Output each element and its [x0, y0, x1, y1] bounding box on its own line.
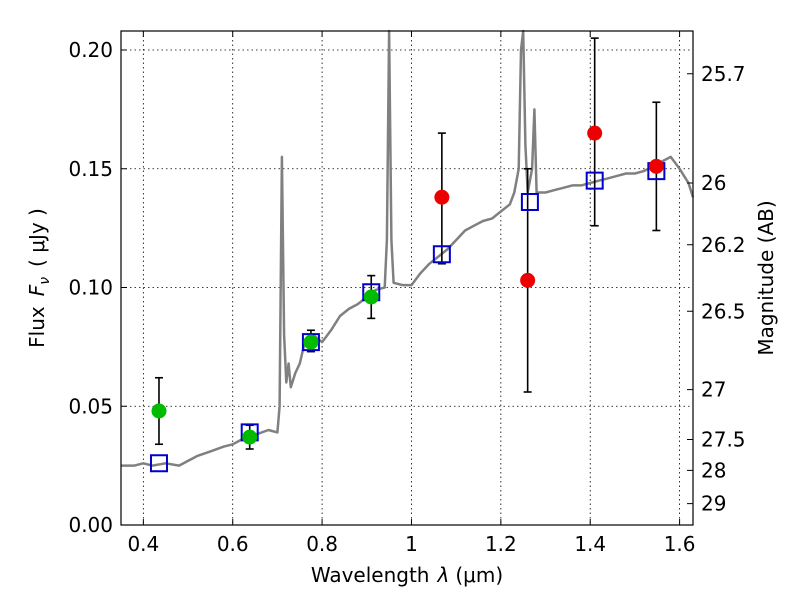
y2-tick-label: 29 [701, 492, 726, 516]
y2-tick-label: 27.5 [701, 428, 746, 452]
y2-axis-label: Magnitude (AB) [754, 200, 778, 355]
x-tick-label: 1.2 [485, 532, 517, 556]
y-tick-label: 0.10 [68, 276, 113, 300]
x-tick-label: 1.4 [574, 532, 606, 556]
model-spectrum-line [121, 29, 695, 467]
x-axis-label: Wavelength λ (μm) [311, 563, 503, 587]
data-points-layer [149, 37, 666, 473]
red-data-point [648, 158, 664, 174]
green-data-point [363, 289, 379, 305]
y-tick-label: 0.05 [68, 394, 113, 418]
red-data-point [587, 125, 603, 141]
green-data-point [303, 334, 319, 350]
x-tick-label: 0.4 [127, 532, 159, 556]
plot-frame [120, 30, 694, 526]
x-tick-label: 0.6 [217, 532, 249, 556]
model-point-square [432, 245, 451, 264]
axis-ticks: 0.4 0.6 0.8 1 1.2 1.4 1.6 0.00 0.05 0.10 0.15 0.20 2… [68, 31, 746, 556]
green-data-point [242, 429, 258, 445]
red-data-point [434, 189, 450, 205]
model-point-square [149, 454, 168, 473]
y2-tick-label: 25.7 [701, 62, 746, 86]
y2-tick-label: 27 [701, 378, 726, 402]
y2-tick-label: 28 [701, 458, 726, 482]
x-tick-label: 1 [405, 532, 418, 556]
y-tick-label: 0.00 [68, 513, 113, 537]
y-axis-label: FluxFν( μJy ) [25, 208, 53, 348]
y2-tick-label: 26.2 [701, 233, 746, 257]
red-data-point [520, 272, 536, 288]
model-point-square [301, 333, 320, 352]
x-tick-label: 0.8 [306, 532, 338, 556]
y2-tick-label: 26 [701, 171, 726, 195]
y2-tick-label: 26.5 [701, 299, 746, 323]
y-tick-label: 0.15 [68, 157, 113, 181]
y-tick-label: 0.20 [68, 38, 113, 62]
green-data-point [151, 403, 167, 419]
model-point-square [585, 171, 604, 190]
model-point-square [520, 193, 539, 211]
model-spectrum-layer [121, 29, 695, 467]
x-tick-label: 1.6 [664, 532, 696, 556]
